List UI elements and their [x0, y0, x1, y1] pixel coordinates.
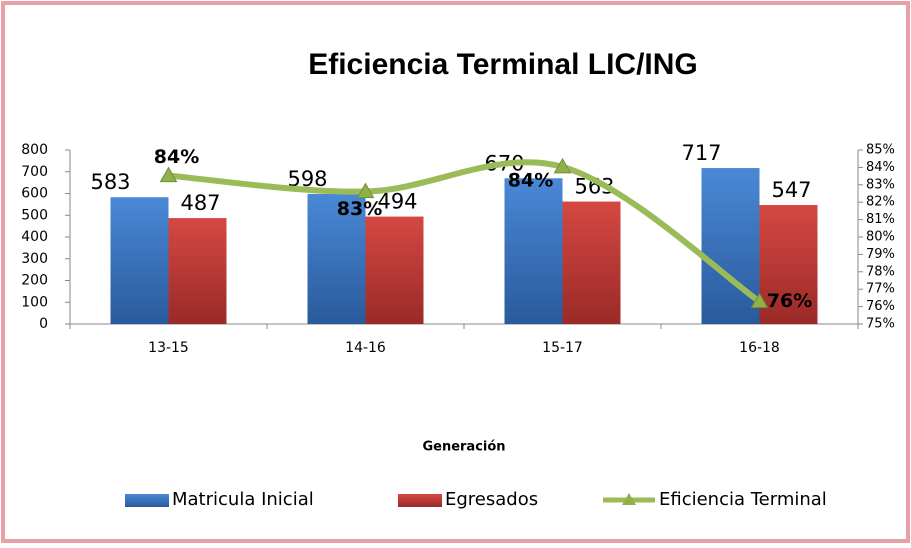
legend-swatch: [398, 494, 442, 507]
bar: [168, 218, 227, 324]
bar-value-label: 547: [771, 178, 811, 202]
y2-tick-label: 78%: [866, 264, 895, 279]
y-tick-label: 700: [21, 164, 48, 180]
y-tick-label: 100: [21, 294, 48, 310]
line: [165, 159, 763, 305]
y2-tick-label: 84%: [866, 160, 895, 175]
legend-label: Matricula Inicial: [172, 489, 314, 510]
bar: [562, 201, 621, 324]
y2-tick-label: 75%: [866, 317, 895, 332]
y-tick-label: 300: [21, 251, 48, 267]
bar: [307, 193, 366, 324]
x-tick-label: 16-18: [739, 340, 780, 356]
bar-value-label: 487: [180, 191, 220, 215]
y-tick-label: 500: [21, 207, 48, 223]
y-tick-label: 200: [21, 273, 48, 289]
y2-tick-label: 85%: [866, 143, 895, 158]
y2-tick-label: 80%: [866, 230, 895, 245]
y2-tick-label: 82%: [866, 195, 895, 210]
y2-tick-label: 77%: [866, 282, 895, 297]
legend-label: Egresados: [445, 489, 538, 510]
bar-value-label: 494: [377, 190, 417, 214]
x-tick-label: 14-16: [345, 340, 386, 356]
y2-tick-label: 79%: [866, 247, 895, 262]
y-tick-label: 800: [21, 142, 48, 158]
y-tick-label: 400: [21, 229, 48, 245]
x-tick-label: 15-17: [542, 340, 583, 356]
line-value-label: 76%: [767, 290, 812, 312]
y2-tick-label: 81%: [866, 212, 895, 227]
y2-tick-label: 83%: [866, 177, 895, 192]
y-tick-label: 600: [21, 186, 48, 202]
bar: [701, 168, 760, 324]
legend-swatch: [125, 494, 169, 507]
line-marker: [750, 292, 769, 309]
line-marker: [159, 166, 178, 183]
line-value-label: 83%: [337, 198, 382, 220]
chart-title: Eficiencia Terminal LIC/ING: [308, 48, 698, 81]
bar: [365, 216, 424, 324]
y-tick-label: 0: [39, 316, 48, 332]
line-value-label: 84%: [508, 169, 553, 191]
bar: [504, 178, 563, 324]
line-value-label: 84%: [154, 146, 199, 168]
line-marker: [356, 182, 375, 199]
bar-value-label: 583: [90, 170, 130, 194]
bar: [759, 205, 818, 324]
line-marker: [553, 157, 572, 174]
x-tick-label: 13-15: [148, 340, 189, 356]
legend-label: Eficiencia Terminal: [659, 489, 827, 510]
y2-tick-label: 76%: [866, 299, 895, 314]
x-axis-title: Generación: [422, 440, 505, 455]
bar-value-label: 717: [681, 141, 721, 165]
legend-swatch: [622, 493, 636, 505]
bar: [110, 197, 169, 324]
